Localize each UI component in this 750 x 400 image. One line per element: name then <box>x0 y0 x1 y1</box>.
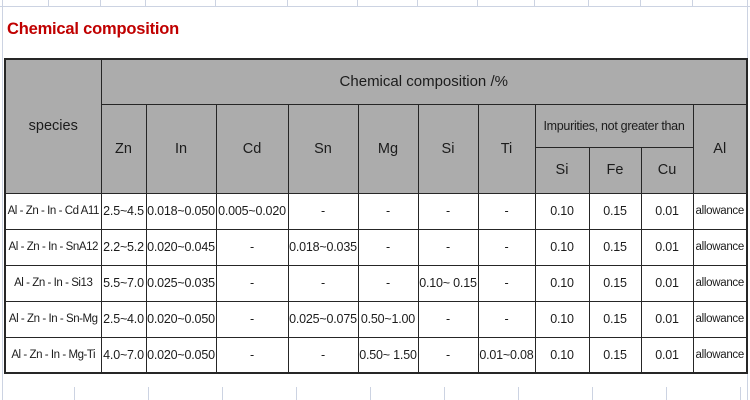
table-cell: - <box>477 228 536 266</box>
spreadsheet-gridline <box>640 0 641 6</box>
composition-table: species Chemical composition /% Zn In Cd… <box>4 58 748 374</box>
table-cell: 0.10 <box>534 264 590 302</box>
spreadsheet-gridline <box>692 0 693 6</box>
table-cell: - <box>417 300 479 338</box>
table-cell: 0.15 <box>588 300 642 338</box>
table-cell: 0.01 <box>640 264 694 302</box>
table-cell: 0.01 <box>640 336 694 374</box>
spreadsheet-gridline <box>477 0 478 6</box>
table-cell: - <box>357 228 419 266</box>
table-cell: 0.018~0.035 <box>287 228 359 266</box>
table-cell: - <box>287 264 359 302</box>
table-cell: 0.10 <box>534 300 590 338</box>
table-cell: 0.10~ 0.15 <box>417 264 479 302</box>
table-cell: - <box>417 336 479 374</box>
table-cell: 2.5~4.0 <box>100 300 147 338</box>
spreadsheet-gridline <box>287 0 288 6</box>
table-cell: - <box>215 300 289 338</box>
table-row: Al - Zn - In - Mg-Ti 4.0~7.0 0.020~0.050… <box>4 336 748 374</box>
page-title: Chemical composition <box>7 20 180 38</box>
table-cell: allowance <box>692 228 748 266</box>
table-cell: 4.0~7.0 <box>100 336 147 374</box>
table-cell: 0.025~0.035 <box>145 264 217 302</box>
table-cell: 0.10 <box>534 336 590 374</box>
table-cell: 2.5~4.5 <box>100 192 147 230</box>
header-cell-fe: Fe <box>588 146 642 194</box>
table-cell: allowance <box>692 336 748 374</box>
table-cell: 0.01~0.08 <box>477 336 536 374</box>
spreadsheet-gridline <box>417 0 418 6</box>
spreadsheet-gridline <box>48 0 49 6</box>
table-cell: - <box>477 264 536 302</box>
spreadsheet-gridline <box>100 0 101 6</box>
header-cell-si-impurity: Si <box>534 146 590 194</box>
table-cell: 0.025~0.075 <box>287 300 359 338</box>
header-composition: Chemical composition /% <box>100 58 748 105</box>
header-cell-zn: Zn <box>100 103 147 194</box>
table-cell: - <box>417 192 479 230</box>
table-cell: - <box>287 192 359 230</box>
spreadsheet-gridline <box>534 0 535 6</box>
header-row-top: species Chemical composition /% <box>4 58 748 194</box>
table-cell: 0.018~0.050 <box>145 192 217 230</box>
spreadsheet-gridline <box>215 0 216 6</box>
table-cell: 0.01 <box>640 192 694 230</box>
species-cell: Al - Zn - In - Si13 <box>4 264 102 302</box>
header-cell-al: Al <box>692 103 748 194</box>
table-cell: allowance <box>692 264 748 302</box>
table-row: Al - Zn - In - Si13 5.5~7.0 0.025~0.035 … <box>4 264 748 302</box>
table-cell: - <box>215 264 289 302</box>
table-cell: allowance <box>692 300 748 338</box>
table-cell: 0.01 <box>640 228 694 266</box>
species-cell: Al - Zn - In - Mg-Ti <box>4 336 102 374</box>
table-cell: 5.5~7.0 <box>100 264 147 302</box>
header-cell-cu: Cu <box>640 146 694 194</box>
spreadsheet-gridline <box>357 0 358 6</box>
table-cell: - <box>215 336 289 374</box>
table-cell: 0.005~0.020 <box>215 192 289 230</box>
table-cell: 0.10 <box>534 228 590 266</box>
table-cell: 0.020~0.050 <box>145 336 217 374</box>
spreadsheet-gridline <box>1 387 749 400</box>
table-cell: 0.15 <box>588 336 642 374</box>
table-cell: 0.50~ 1.50 <box>357 336 419 374</box>
species-cell: Al - Zn - In - Sn-Mg <box>4 300 102 338</box>
table-cell: - <box>477 300 536 338</box>
table-cell: - <box>287 336 359 374</box>
spreadsheet-gridline <box>145 0 146 6</box>
header-cell-si: Si <box>417 103 479 194</box>
table-row: Al - Zn - In - Sn-Mg 2.5~4.0 0.020~0.050… <box>4 300 748 338</box>
header-cell-mg: Mg <box>357 103 419 194</box>
species-cell: Al - Zn - In - Cd A11 <box>4 192 102 230</box>
header-cell-ti: Ti <box>477 103 536 194</box>
table-cell: 0.15 <box>588 192 642 230</box>
table-cell: 0.10 <box>534 192 590 230</box>
header-cell-sn: Sn <box>287 103 359 194</box>
species-cell: Al - Zn - In - SnA12 <box>4 228 102 266</box>
header-cell-in: In <box>145 103 217 194</box>
table-row: Al - Zn - In - Cd A11 2.5~4.5 0.018~0.05… <box>4 192 748 230</box>
header-impurities: Impurities, not greater than <box>534 103 694 148</box>
table-row: Al - Zn - In - SnA12 2.2~5.2 0.020~0.045… <box>4 228 748 266</box>
table-cell: 2.2~5.2 <box>100 228 147 266</box>
table-cell: - <box>215 228 289 266</box>
header-cell-cd: Cd <box>215 103 289 194</box>
table-cell: 0.50~1.00 <box>357 300 419 338</box>
table-cell: - <box>357 264 419 302</box>
header-row-impurities: Si Fe Cu <box>5 146 747 194</box>
table-cell: 0.15 <box>588 228 642 266</box>
header-species: species <box>4 58 102 194</box>
table-cell: 0.01 <box>640 300 694 338</box>
table-cell: allowance <box>692 192 748 230</box>
table-cell: 0.020~0.050 <box>145 300 217 338</box>
spreadsheet-gridline <box>2 0 3 400</box>
table-cell: - <box>417 228 479 266</box>
table-cell: 0.15 <box>588 264 642 302</box>
header-row-elements: Zn In Cd Sn Mg Si Ti Impurities, not gre… <box>5 103 748 194</box>
table-cell: - <box>357 192 419 230</box>
spreadsheet-gridline <box>0 6 750 7</box>
spreadsheet-gridline <box>588 0 589 6</box>
table-cell: 0.020~0.045 <box>145 228 217 266</box>
table-cell: - <box>477 192 536 230</box>
